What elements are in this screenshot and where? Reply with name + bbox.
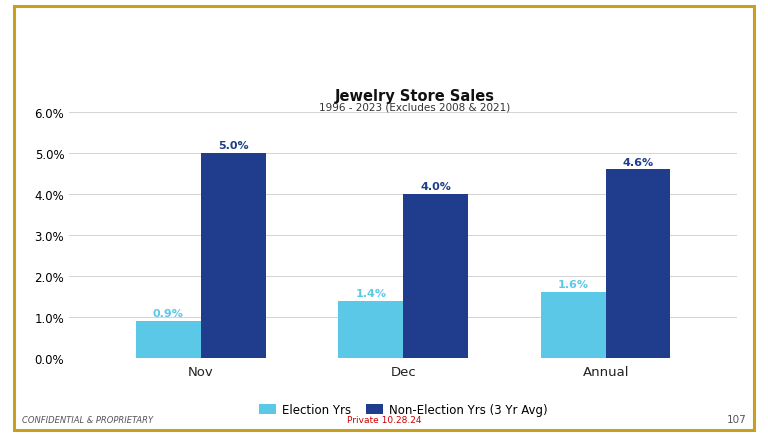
- Text: Presidential Elections vs. Non-Election Years: Presidential Elections vs. Non-Election …: [28, 40, 710, 66]
- Text: 4.0%: 4.0%: [420, 182, 451, 192]
- Text: 1996 - 2023 (Excludes 2008 & 2021): 1996 - 2023 (Excludes 2008 & 2021): [319, 102, 511, 112]
- Bar: [541, 293, 606, 358]
- Text: 107: 107: [727, 414, 746, 424]
- Bar: [403, 194, 468, 358]
- Bar: [136, 321, 200, 358]
- Bar: [339, 301, 403, 358]
- Text: 5.0%: 5.0%: [218, 141, 248, 151]
- Bar: [606, 170, 670, 358]
- Text: 4.6%: 4.6%: [623, 157, 654, 167]
- Legend: Election Yrs, Non-Election Yrs (3 Yr Avg): Election Yrs, Non-Election Yrs (3 Yr Avg…: [254, 398, 552, 421]
- Text: 1.4%: 1.4%: [356, 288, 386, 298]
- Bar: [200, 154, 266, 358]
- Text: 1.6%: 1.6%: [558, 280, 589, 290]
- Text: Private 10.28.24: Private 10.28.24: [346, 415, 422, 424]
- Text: Jewelry Store Sales: Jewelry Store Sales: [335, 89, 495, 103]
- Text: 0.9%: 0.9%: [153, 309, 184, 319]
- Text: CONFIDENTIAL & PROPRIETARY: CONFIDENTIAL & PROPRIETARY: [22, 415, 153, 424]
